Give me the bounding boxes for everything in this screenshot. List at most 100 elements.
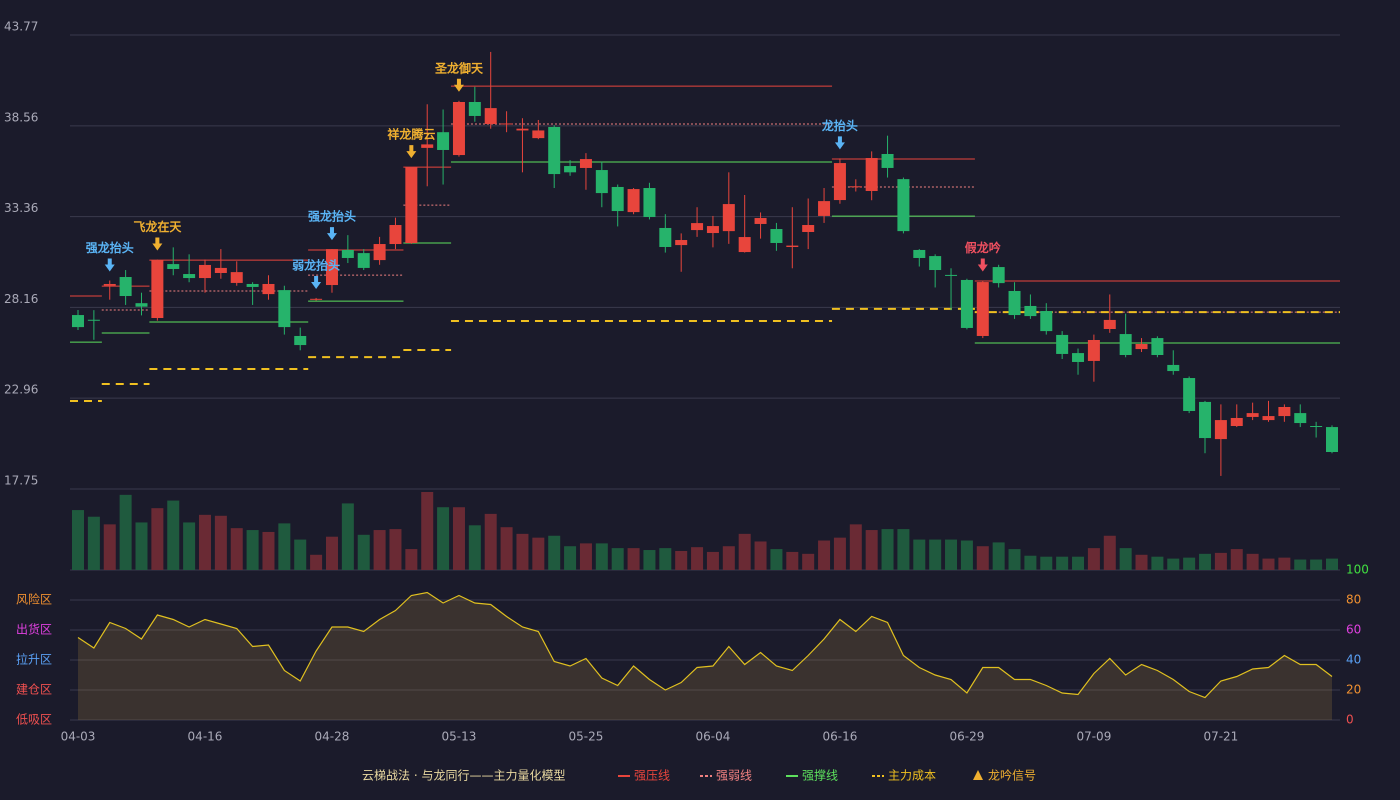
candle-body	[945, 274, 958, 276]
volume-bar	[1024, 555, 1037, 570]
candle-body	[1151, 338, 1164, 355]
candle-body	[865, 158, 878, 191]
candle-body	[278, 290, 291, 328]
candle-body	[135, 303, 148, 307]
candle-body	[627, 189, 640, 213]
volume-bar	[1326, 558, 1338, 570]
candle-body	[738, 237, 751, 253]
volume-bar	[1278, 557, 1291, 570]
candle-body	[500, 123, 513, 125]
candle-body	[1135, 344, 1148, 350]
volume-bar	[960, 540, 973, 570]
y2-tick-label: 80	[1346, 593, 1361, 607]
candle-body	[1024, 305, 1037, 317]
volume-bar	[945, 539, 958, 570]
volume-bar	[992, 542, 1005, 570]
volume-bar	[310, 554, 323, 570]
candle-body	[532, 130, 545, 139]
volume-bar	[230, 528, 243, 570]
legend-label: 主力成本	[888, 769, 936, 783]
volume-bar	[500, 527, 513, 570]
y-tick-label: 28.16	[4, 292, 38, 306]
candle-body	[437, 132, 450, 150]
candle-body	[929, 256, 942, 271]
volume-bar	[246, 530, 259, 570]
candle-body	[818, 201, 831, 216]
volume-bar	[579, 543, 592, 570]
candle-body	[1087, 339, 1100, 361]
candle-body	[1199, 401, 1212, 439]
volume-bar	[119, 494, 132, 570]
volume-bar	[389, 529, 402, 570]
volume-bar	[802, 553, 815, 570]
candle-body	[913, 249, 926, 258]
volume-bar	[1262, 558, 1275, 570]
volume-bar	[929, 539, 942, 570]
candle-body	[643, 188, 656, 217]
volume-bar	[1072, 556, 1085, 570]
x-tick-label: 04-16	[188, 730, 223, 744]
candle-body	[246, 283, 259, 287]
volume-bar	[722, 546, 735, 570]
signal-label: 祥龙腾云	[387, 127, 435, 142]
candle-body	[373, 244, 386, 261]
candle-body	[1278, 406, 1291, 417]
volume-bar	[103, 524, 116, 570]
volume-bar	[833, 537, 846, 570]
candle-body	[230, 272, 243, 283]
candle-body	[802, 225, 815, 232]
volume-bar	[627, 548, 640, 570]
volume-bar	[214, 515, 227, 570]
x-tick-label: 04-03	[61, 730, 96, 744]
candle-body	[881, 153, 894, 168]
candle-body	[72, 315, 84, 328]
signal-label: 强龙抬头	[86, 240, 134, 255]
signal-label: 飞龙在天	[133, 219, 182, 234]
candle-body	[786, 245, 799, 247]
candle-body	[198, 264, 211, 279]
volume-bar	[976, 546, 989, 570]
zone-label: 风险区	[16, 592, 52, 607]
volume-bar	[532, 537, 545, 570]
candle-body	[1230, 417, 1243, 427]
volume-bar	[849, 524, 862, 570]
candle-body	[706, 226, 719, 234]
zone-label: 出货区	[16, 622, 52, 637]
candle-body	[310, 298, 323, 300]
candle-body	[579, 159, 592, 168]
legend-label: 龙吟信号	[988, 768, 1036, 783]
volume-bar	[881, 529, 894, 570]
y2-tick-label: 20	[1346, 683, 1361, 697]
volume-bar	[437, 507, 450, 570]
x-tick-label: 07-21	[1203, 730, 1238, 744]
candle-body	[754, 218, 767, 224]
volume-bar	[1214, 552, 1227, 570]
x-tick-label: 05-13	[442, 730, 477, 744]
candle-body	[770, 229, 783, 243]
y2-tick-label: 0	[1346, 713, 1354, 727]
candle-body	[516, 128, 529, 131]
candle-body	[675, 240, 688, 246]
volume-bar	[1294, 559, 1307, 570]
candle-body	[833, 163, 846, 201]
volume-bar	[183, 522, 196, 570]
y-tick-label: 43.77	[4, 20, 38, 34]
volume-bar	[786, 551, 799, 570]
candle-body	[1326, 427, 1338, 453]
candle-body	[976, 282, 989, 336]
indicator-line	[77, 591, 1333, 699]
candle-body	[1040, 311, 1053, 332]
y-tick-label: 22.96	[4, 383, 38, 397]
candle-body	[484, 108, 497, 124]
volume-bar	[659, 548, 672, 570]
y-tick-label: 33.36	[4, 201, 38, 215]
volume-bar	[1056, 556, 1069, 570]
candle-body	[722, 204, 735, 232]
candle-body	[659, 227, 672, 247]
candle-body	[468, 102, 481, 116]
legend-label: 强撑线	[802, 768, 838, 783]
candle-body	[1056, 334, 1069, 354]
x-tick-label: 05-25	[569, 730, 604, 744]
candle-body	[849, 186, 862, 188]
